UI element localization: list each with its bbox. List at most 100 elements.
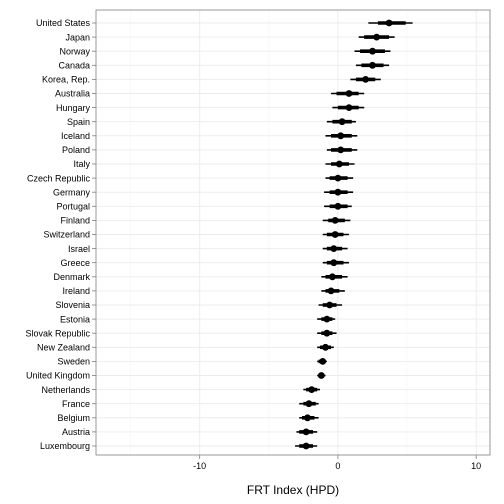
country-row (331, 90, 365, 97)
y-tick-label: Switzerland (43, 230, 90, 240)
mean-point (322, 343, 329, 351)
x-tick-label: 0 (335, 461, 340, 471)
y-tick-label: Norway (59, 46, 90, 56)
y-tick-label: Luxembourg (40, 441, 90, 451)
plot-panel (96, 10, 490, 455)
y-tick-label: Ireland (62, 286, 90, 296)
mean-point (345, 104, 353, 111)
y-tick-label: Spain (67, 117, 90, 127)
y-tick-label: France (62, 399, 90, 409)
mean-point (335, 160, 343, 168)
y-tick-label: Greece (60, 258, 90, 268)
country-row (325, 132, 358, 140)
country-row (325, 160, 355, 168)
country-row (368, 19, 413, 27)
country-row (326, 118, 356, 126)
mean-point (345, 90, 353, 97)
y-tick-label: Slovak Republic (25, 328, 90, 338)
y-tick-label: Japan (65, 32, 90, 42)
y-tick-label: Israel (68, 244, 90, 254)
mean-point (385, 19, 393, 27)
country-row (299, 414, 319, 422)
mean-point (317, 372, 325, 379)
country-row (303, 386, 320, 393)
country-row (296, 428, 318, 436)
y-tick-label: Korea, Rep. (42, 75, 90, 85)
y-tick-label: Portugal (56, 202, 90, 212)
mean-point (337, 132, 345, 140)
country-row (317, 329, 337, 337)
y-tick-label: Denmark (53, 272, 90, 282)
y-tick-label: United Kingdom (26, 371, 90, 381)
country-row (322, 231, 349, 238)
mean-point (308, 386, 316, 393)
country-row (321, 273, 348, 281)
country-row (322, 245, 348, 253)
mean-point (334, 174, 342, 182)
y-tick-label: Czech Republic (27, 173, 91, 183)
mean-point (323, 329, 331, 337)
mean-point (319, 358, 327, 365)
country-row (317, 372, 326, 379)
country-row (326, 146, 358, 154)
country-row (355, 61, 390, 69)
y-tick-label: Germany (53, 187, 91, 197)
y-tick-label: Slovenia (55, 300, 90, 310)
plot-border (95, 9, 491, 456)
mean-point (330, 245, 338, 253)
country-row (350, 76, 381, 83)
mean-point (369, 47, 376, 55)
country-row (322, 259, 349, 267)
y-tick-label: Estonia (60, 314, 90, 324)
y-tick-label: Italy (73, 159, 90, 169)
mean-point (331, 231, 339, 238)
y-tick-label: Australia (55, 89, 90, 99)
country-row (295, 442, 318, 450)
data-marks (295, 19, 413, 450)
y-tick-label: Belgium (57, 413, 90, 423)
country-row (358, 33, 395, 41)
mean-point (305, 400, 313, 408)
y-tick-label: Sweden (57, 357, 90, 367)
mean-point (334, 202, 342, 210)
country-row (317, 315, 336, 323)
y-tick-label: Poland (62, 145, 90, 155)
y-tick-label: Canada (58, 61, 90, 71)
country-row (332, 104, 365, 111)
y-axis: United States Japan Norway Canada Korea, Rep… (25, 18, 96, 451)
mean-point (323, 315, 331, 323)
country-row (322, 217, 351, 224)
y-tick-label: Hungary (56, 103, 91, 113)
country-row (318, 301, 343, 309)
mean-point (369, 61, 376, 69)
country-row (317, 343, 334, 351)
country-row (321, 287, 345, 295)
country-row (354, 47, 391, 55)
y-tick-label: Austria (62, 427, 90, 437)
x-tick-label: -10 (193, 461, 206, 471)
country-row (324, 202, 352, 210)
mean-point (373, 33, 381, 41)
mean-point (362, 76, 369, 83)
mean-point (327, 287, 335, 295)
y-tick-label: Iceland (61, 131, 90, 141)
country-row (324, 188, 354, 196)
mean-point (302, 428, 310, 436)
country-row (317, 358, 327, 365)
country-row (299, 400, 319, 408)
grid-lines (96, 10, 490, 455)
mean-point (329, 273, 336, 281)
x-tick-label: 10 (471, 461, 481, 471)
y-tick-label: United States (36, 18, 91, 28)
mean-point (338, 118, 346, 126)
mean-point (337, 146, 345, 154)
mean-point (304, 414, 311, 422)
y-tick-label: New Zealand (37, 343, 90, 353)
mean-point (302, 442, 310, 450)
mean-point (331, 217, 339, 224)
mean-point (326, 301, 334, 309)
y-tick-label: Finland (60, 216, 90, 226)
country-row (325, 174, 354, 182)
x-axis: -10 0 10 (193, 455, 481, 471)
